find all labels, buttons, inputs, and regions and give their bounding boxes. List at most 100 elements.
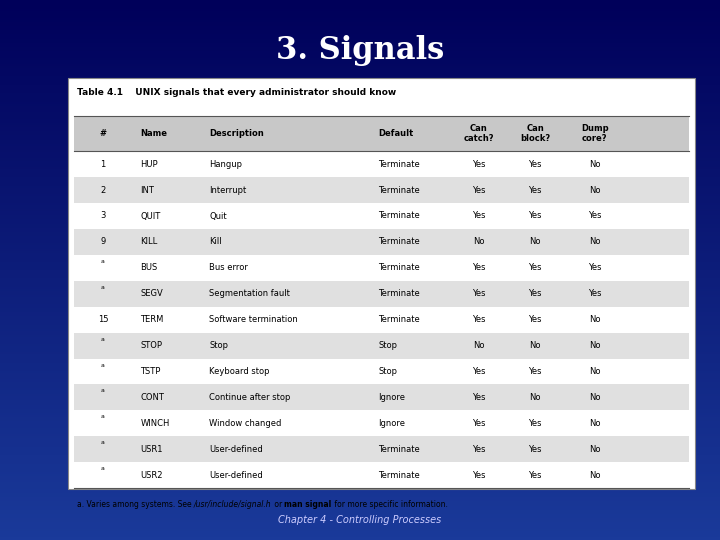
Text: Yes: Yes xyxy=(528,315,542,324)
Text: Terminate: Terminate xyxy=(379,445,420,454)
FancyBboxPatch shape xyxy=(74,177,689,203)
Text: Yes: Yes xyxy=(528,419,542,428)
Text: UNIX signals that every administrator should know: UNIX signals that every administrator sh… xyxy=(129,88,396,97)
Text: Yes: Yes xyxy=(528,264,542,272)
Text: Stop: Stop xyxy=(379,367,397,376)
Text: Table 4.1: Table 4.1 xyxy=(77,88,123,97)
Text: Terminate: Terminate xyxy=(379,264,420,272)
Text: Yes: Yes xyxy=(528,160,542,168)
Text: Continue after stop: Continue after stop xyxy=(210,393,291,402)
Text: Ignore: Ignore xyxy=(379,419,405,428)
Text: Yes: Yes xyxy=(528,471,542,480)
Text: 15: 15 xyxy=(98,315,108,324)
Text: Chapter 4 - Controlling Processes: Chapter 4 - Controlling Processes xyxy=(279,515,441,525)
Text: Segmentation fault: Segmentation fault xyxy=(210,289,290,298)
Text: Yes: Yes xyxy=(472,289,485,298)
Text: QUIT: QUIT xyxy=(140,212,161,220)
FancyBboxPatch shape xyxy=(74,229,689,255)
Text: Yes: Yes xyxy=(472,212,485,220)
Text: Yes: Yes xyxy=(472,264,485,272)
Text: Yes: Yes xyxy=(472,315,485,324)
Text: Yes: Yes xyxy=(528,367,542,376)
Text: Keyboard stop: Keyboard stop xyxy=(210,367,270,376)
Text: Yes: Yes xyxy=(472,393,485,402)
Text: Terminate: Terminate xyxy=(379,186,420,194)
Text: a: a xyxy=(101,336,105,342)
Text: No: No xyxy=(473,341,485,350)
Text: Yes: Yes xyxy=(528,186,542,194)
FancyBboxPatch shape xyxy=(68,78,695,489)
Text: man signal: man signal xyxy=(284,500,331,509)
Text: User-defined: User-defined xyxy=(210,445,263,454)
Text: Terminate: Terminate xyxy=(379,160,420,168)
Text: KILL: KILL xyxy=(140,238,158,246)
Text: 3: 3 xyxy=(100,212,106,220)
Text: for more specific information.: for more specific information. xyxy=(331,500,447,509)
FancyBboxPatch shape xyxy=(74,384,689,410)
Text: No: No xyxy=(589,341,600,350)
Text: Can
block?: Can block? xyxy=(520,124,550,143)
Text: 9: 9 xyxy=(100,238,105,246)
Text: Dump
core?: Dump core? xyxy=(581,124,608,143)
Text: Yes: Yes xyxy=(472,419,485,428)
Text: INT: INT xyxy=(140,186,154,194)
Text: Yes: Yes xyxy=(588,264,601,272)
Text: Quit: Quit xyxy=(210,212,227,220)
Text: a: a xyxy=(101,362,105,368)
Text: Yes: Yes xyxy=(528,445,542,454)
Text: or: or xyxy=(271,500,284,509)
Text: Yes: Yes xyxy=(588,289,601,298)
Text: No: No xyxy=(473,238,485,246)
Text: Description: Description xyxy=(210,129,264,138)
Text: 1: 1 xyxy=(100,160,105,168)
Text: Window changed: Window changed xyxy=(210,419,282,428)
Text: Yes: Yes xyxy=(528,212,542,220)
Text: TSTP: TSTP xyxy=(140,367,161,376)
FancyBboxPatch shape xyxy=(74,333,689,359)
Text: a: a xyxy=(101,466,105,471)
Text: No: No xyxy=(529,238,541,246)
Text: Yes: Yes xyxy=(472,471,485,480)
Text: Yes: Yes xyxy=(472,445,485,454)
Text: No: No xyxy=(589,160,600,168)
Text: Can
catch?: Can catch? xyxy=(464,124,494,143)
Text: Terminate: Terminate xyxy=(379,212,420,220)
Text: No: No xyxy=(589,445,600,454)
Text: Name: Name xyxy=(140,129,168,138)
Text: Stop: Stop xyxy=(379,341,397,350)
Text: a: a xyxy=(101,388,105,394)
Text: No: No xyxy=(589,419,600,428)
Text: Terminate: Terminate xyxy=(379,238,420,246)
Text: a: a xyxy=(101,259,105,264)
Text: BUS: BUS xyxy=(140,264,158,272)
Text: No: No xyxy=(589,471,600,480)
Text: Terminate: Terminate xyxy=(379,471,420,480)
Text: HUP: HUP xyxy=(140,160,158,168)
Text: No: No xyxy=(589,393,600,402)
Text: Default: Default xyxy=(379,129,414,138)
Text: Yes: Yes xyxy=(472,160,485,168)
Text: No: No xyxy=(589,238,600,246)
Text: Yes: Yes xyxy=(528,289,542,298)
Text: No: No xyxy=(589,186,600,194)
Text: 3. Signals: 3. Signals xyxy=(276,35,444,66)
Text: WINCH: WINCH xyxy=(140,419,170,428)
Text: Interrupt: Interrupt xyxy=(210,186,246,194)
Text: Software termination: Software termination xyxy=(210,315,298,324)
Text: Yes: Yes xyxy=(472,367,485,376)
Text: 2: 2 xyxy=(100,186,105,194)
FancyBboxPatch shape xyxy=(74,436,689,462)
Text: User-defined: User-defined xyxy=(210,471,263,480)
Text: /usr/include/signal.h: /usr/include/signal.h xyxy=(194,500,271,509)
Text: No: No xyxy=(589,315,600,324)
Text: No: No xyxy=(589,367,600,376)
Text: Terminate: Terminate xyxy=(379,289,420,298)
Text: a. Varies among systems. See: a. Varies among systems. See xyxy=(77,500,194,509)
Text: Yes: Yes xyxy=(472,186,485,194)
Text: STOP: STOP xyxy=(140,341,163,350)
Text: a: a xyxy=(101,414,105,420)
Text: No: No xyxy=(529,341,541,350)
Text: Ignore: Ignore xyxy=(379,393,405,402)
FancyBboxPatch shape xyxy=(74,116,689,151)
Text: CONT: CONT xyxy=(140,393,164,402)
